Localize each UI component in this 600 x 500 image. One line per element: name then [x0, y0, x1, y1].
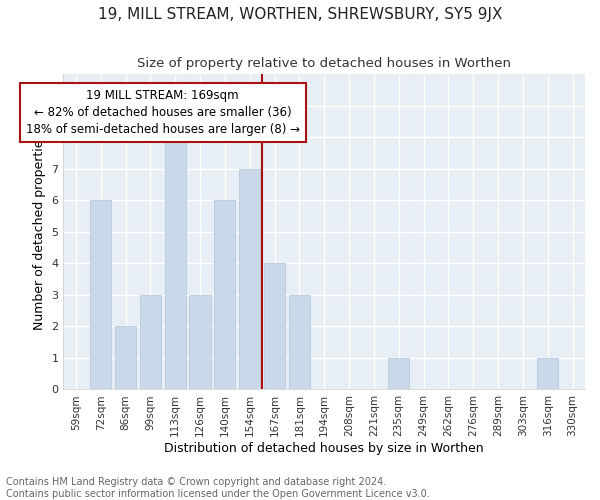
Title: Size of property relative to detached houses in Worthen: Size of property relative to detached ho… — [137, 58, 511, 70]
Bar — [115, 326, 136, 390]
Bar — [239, 169, 260, 390]
Y-axis label: Number of detached properties: Number of detached properties — [33, 134, 46, 330]
Text: 19, MILL STREAM, WORTHEN, SHREWSBURY, SY5 9JX: 19, MILL STREAM, WORTHEN, SHREWSBURY, SY… — [98, 8, 502, 22]
Bar — [140, 295, 161, 390]
Bar — [190, 295, 211, 390]
Bar — [164, 138, 186, 390]
Text: 19 MILL STREAM: 169sqm
← 82% of detached houses are smaller (36)
18% of semi-det: 19 MILL STREAM: 169sqm ← 82% of detached… — [26, 88, 300, 136]
Text: Contains HM Land Registry data © Crown copyright and database right 2024.
Contai: Contains HM Land Registry data © Crown c… — [6, 478, 430, 499]
Bar — [289, 295, 310, 390]
Bar — [90, 200, 111, 390]
Bar — [214, 200, 235, 390]
Bar — [537, 358, 559, 390]
Bar — [264, 264, 285, 390]
X-axis label: Distribution of detached houses by size in Worthen: Distribution of detached houses by size … — [164, 442, 484, 455]
Bar — [388, 358, 409, 390]
